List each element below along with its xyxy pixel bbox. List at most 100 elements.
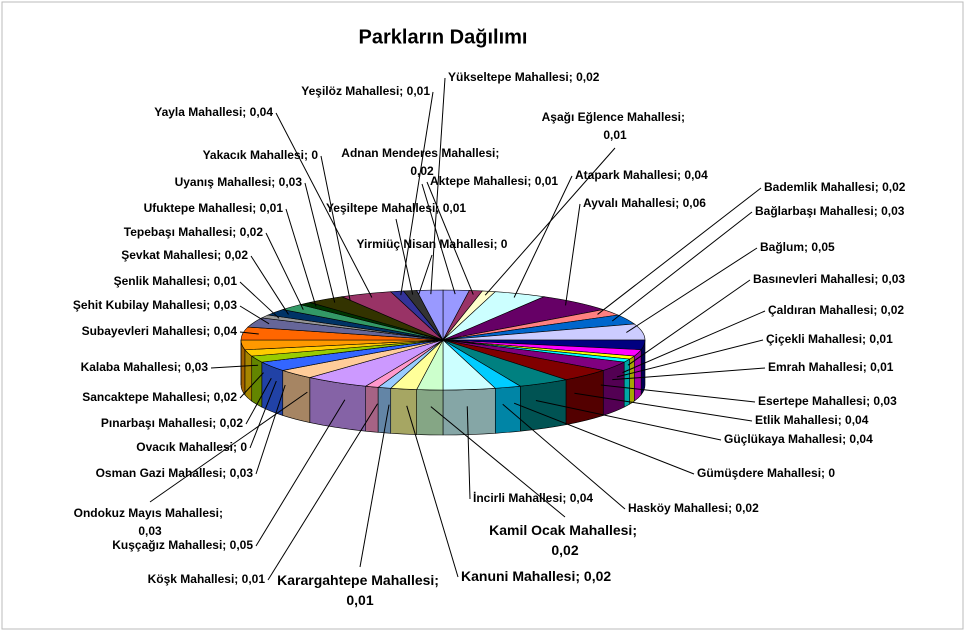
chart-title: Parkların Dağılımı (359, 26, 528, 48)
label-separator: ; (435, 201, 442, 215)
label-value: 0 (501, 237, 508, 251)
data-label: Yükseltepe Mahallesi; 0,02 (448, 70, 600, 84)
data-label: Atapark Mahallesi; 0,04 (575, 168, 708, 182)
label-separator: ; (222, 538, 229, 552)
label-value: 0,01 (346, 592, 373, 608)
label-separator: ; (206, 324, 213, 338)
pie-slice-side (623, 358, 630, 408)
leader-line (616, 339, 764, 378)
label-category: Ayvalı Mahallesi (583, 196, 675, 210)
leader-line (239, 331, 259, 335)
data-label: Esertepe Mahallesi; 0,03 (758, 394, 897, 408)
data-label: Yakacık Mahallesi; 0 (203, 148, 319, 162)
data-label: Ayvalı Mahallesi; 0,06 (583, 196, 706, 210)
data-label: Yirmiüç Nisan Mahallesi; 0 (357, 237, 508, 251)
label-value: 0,02 (220, 416, 244, 430)
label-category: Bağlum (760, 240, 804, 254)
label-category: Emrah Mahallesi (768, 360, 863, 374)
data-label: Çiçekli Mahallesi; 0,01 (766, 332, 893, 346)
leader-line (400, 91, 434, 296)
label-separator: ; (206, 298, 213, 312)
leader-line (600, 384, 756, 403)
data-label: Osman Gazi Mahallesi; 0,03 (96, 466, 254, 480)
data-label: Emrah Mahallesi; 0,01 (768, 360, 894, 374)
leader-line (239, 372, 264, 399)
leader-line (421, 183, 456, 295)
label-category: Osman Gazi Mahallesi (96, 466, 223, 480)
label-separator: ; (632, 522, 641, 538)
label-separator: ; (232, 225, 239, 239)
data-label: Şevkat Mahallesi; 0,02 (121, 248, 248, 262)
leader-line (249, 380, 277, 449)
data-label: Şehit Kubilay Mahallesi; 0,03 (73, 298, 237, 312)
pie-slice-side (442, 387, 496, 436)
pie-slice-side (494, 385, 521, 434)
label-value: 0,03 (279, 175, 303, 189)
label-value: 0,01 (260, 201, 284, 215)
label-separator: ; (675, 196, 682, 210)
data-label: Kalaba Mahallesi; 0,03 (81, 360, 209, 374)
label-value: 0,03 (138, 524, 162, 538)
leader-line (239, 305, 270, 325)
label-category: Karargahtepe Mahallesi (277, 572, 434, 588)
leader-line (430, 77, 446, 295)
pie-slice-side (251, 355, 263, 408)
label-separator: ; (234, 572, 241, 586)
leader-line (513, 402, 695, 475)
label-value: 0,03 (230, 466, 254, 480)
label-category: Adnan Menderes Mahallesi (341, 146, 495, 160)
label-category: Şenlik Mahallesi (114, 274, 207, 288)
data-label: Yayla Mahallesi; 0,04 (154, 105, 273, 119)
label-value: 0,03 (873, 394, 897, 408)
pie-slice-side (390, 387, 417, 435)
leader-line (611, 211, 753, 322)
label-category: Pınarbaşı Mahallesi (101, 416, 212, 430)
pie-slice-side (377, 387, 392, 434)
leader-line (359, 404, 390, 568)
label-separator: ; (874, 272, 881, 286)
label-value: 0,06 (683, 196, 707, 210)
label-separator: ; (875, 180, 882, 194)
pie-slice (416, 289, 444, 341)
label-separator: ; (252, 201, 259, 215)
label-separator: ; (863, 360, 870, 374)
label-separator: ; (821, 466, 828, 480)
leader-line (250, 255, 289, 315)
leader-line (502, 403, 626, 510)
pie-slice-side (602, 361, 625, 416)
leader-line (265, 232, 304, 310)
label-value: 0,01 (869, 332, 893, 346)
leader-line (210, 364, 259, 369)
label-category: Bademlik Mahallesi (764, 180, 875, 194)
data-label: Ondokuz Mayıs Mahallesi; 0,03 (74, 506, 227, 538)
label-value: 0,03 (214, 298, 238, 312)
label-value: 0,03 (881, 204, 905, 218)
label-separator: ; (493, 237, 500, 251)
label-separator: ; (206, 274, 213, 288)
pie-slice-side (282, 370, 311, 423)
leader-line (275, 112, 373, 298)
leader-lines (149, 77, 766, 581)
leader-line (612, 367, 766, 381)
label-category: Kalaba Mahallesi (81, 360, 178, 374)
pie-tops (240, 289, 646, 391)
label-category: İncirli Mahallesi (473, 490, 562, 505)
leader-line (574, 392, 753, 422)
data-label: Basınevleri Mahallesi; 0,03 (753, 272, 905, 286)
label-category: Esertepe Mahallesi (758, 394, 866, 408)
label-category: Şehit Kubilay Mahallesi (73, 298, 206, 312)
label-category: Tepebaşı Mahallesi (124, 225, 233, 239)
label-separator: ; (217, 248, 224, 262)
label-category: Aşağı Eğlence Mahallesi (542, 110, 681, 124)
label-category: Basınevleri Mahallesi (753, 272, 874, 286)
data-label: Yeşilöz Mahallesi; 0,01 (301, 84, 430, 98)
leader-line (395, 218, 414, 295)
label-value: 0,01 (407, 84, 431, 98)
label-separator: ; (233, 440, 240, 454)
label-value: 0,03 (882, 272, 906, 286)
label-category: Aktepe Mahallesi (430, 174, 527, 188)
leader-line (406, 405, 459, 578)
data-label: Adnan Menderes Mahallesi; 0,02 (341, 146, 502, 178)
